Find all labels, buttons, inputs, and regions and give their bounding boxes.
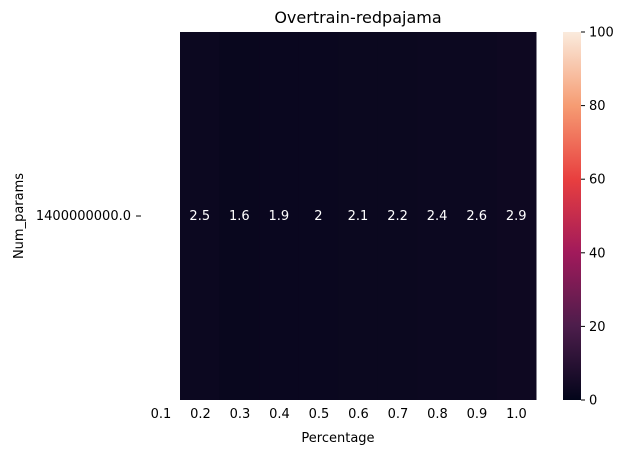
heatmap-cells <box>180 32 537 400</box>
cell-annotation: 2.5 <box>189 209 210 224</box>
y-axis-label: Num_params <box>12 173 27 259</box>
heatmap-cell <box>219 32 260 400</box>
cell-annotation: 2.9 <box>506 209 527 224</box>
cell-annotation: 2.2 <box>387 209 408 224</box>
colorbar <box>563 32 581 400</box>
heatmap-cell <box>259 32 300 400</box>
heatmap-cell <box>298 32 339 400</box>
x-tick-label: 0.7 <box>388 407 409 422</box>
colorbar-tick-label: 40 <box>589 246 606 261</box>
y-tick-label: 1400000000.0 <box>36 209 131 224</box>
x-tick-label: 0.4 <box>269 407 290 422</box>
x-axis-ticks: 0.1 0.2 0.3 0.4 0.5 0.6 0.7 0.8 0.9 1.0 <box>151 407 527 422</box>
x-tick-label: 0.9 <box>467 407 488 422</box>
y-axis-ticks: 1400000000.0 <box>36 209 141 224</box>
x-tick-label: 0.8 <box>427 407 448 422</box>
x-tick-label: 0.6 <box>348 407 369 422</box>
colorbar-ticks: 0 20 40 60 80 100 <box>581 26 614 409</box>
x-tick-label: 0.5 <box>309 407 330 422</box>
heatmap-cell <box>417 32 458 400</box>
cell-annotation: 1.6 <box>229 209 250 224</box>
colorbar-tick-label: 0 <box>589 394 597 409</box>
heatmap-cell <box>338 32 379 400</box>
x-tick-label: 0.1 <box>151 407 172 422</box>
x-tick-label: 0.3 <box>230 407 251 422</box>
heatmap-cell <box>496 32 537 400</box>
heatmap-cell <box>456 32 497 400</box>
chart-title: Overtrain-redpajama <box>274 8 441 27</box>
x-tick-label: 1.0 <box>506 407 527 422</box>
cell-annotation: 2.4 <box>427 209 448 224</box>
colorbar-tick-label: 60 <box>589 173 606 188</box>
heatmap-cell <box>377 32 418 400</box>
cell-annotation: 2.1 <box>348 209 369 224</box>
colorbar-tick-label: 80 <box>589 99 606 114</box>
cell-annotation: 2.6 <box>466 209 487 224</box>
x-tick-label: 0.2 <box>190 407 211 422</box>
cell-annotation: 1.9 <box>269 209 290 224</box>
cell-annotation: 2 <box>314 209 322 224</box>
heatmap-cell <box>180 32 221 400</box>
colorbar-tick-label: 100 <box>589 26 614 41</box>
x-axis-label: Percentage <box>301 431 374 446</box>
heatmap-annotations: 2.5 1.6 1.9 2 2.1 2.2 2.4 2.6 2.9 <box>189 209 526 224</box>
colorbar-tick-label: 20 <box>589 320 606 335</box>
